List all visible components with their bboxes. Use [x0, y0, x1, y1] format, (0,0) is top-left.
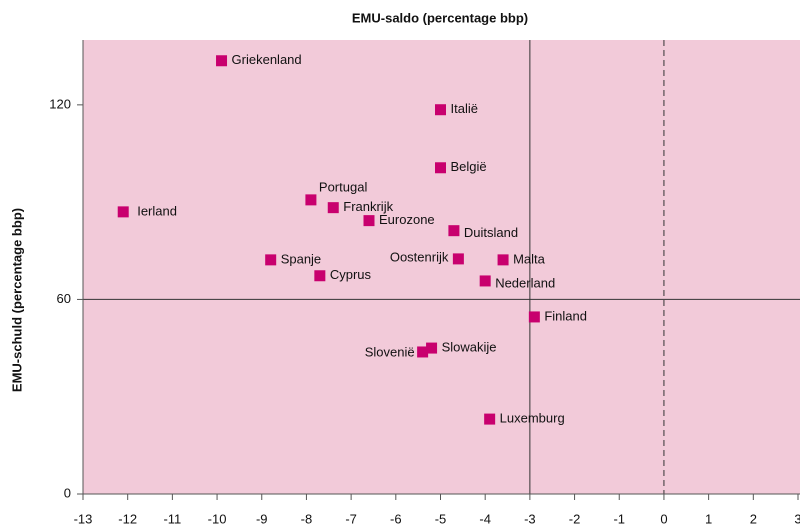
x-tick-label: -9 [256, 511, 268, 526]
point-label: Italië [451, 101, 478, 116]
point-label: Ierland [137, 203, 177, 218]
point-label: Malta [513, 251, 546, 266]
x-tick-label: -1 [613, 511, 625, 526]
point-label: Eurozone [379, 212, 435, 227]
x-tick-label: -6 [390, 511, 402, 526]
x-tick-label: -7 [345, 511, 357, 526]
x-tick-label: -3 [524, 511, 536, 526]
x-tick-label: -4 [479, 511, 491, 526]
x-tick-label: 0 [660, 511, 667, 526]
data-point [435, 104, 446, 116]
point-label: Oostenrijk [390, 249, 449, 264]
point-label: Frankrijk [343, 199, 393, 214]
data-point [435, 162, 446, 174]
data-point [363, 215, 375, 227]
data-point [327, 202, 339, 214]
x-tick-label: -10 [208, 511, 227, 526]
point-label: Slovenië [365, 344, 415, 359]
data-point [265, 254, 277, 266]
x-tick-label: 2 [750, 511, 757, 526]
data-point [484, 413, 496, 425]
point-label: Finland [544, 308, 587, 323]
data-point [448, 225, 460, 237]
data-point [314, 270, 326, 282]
data-point [117, 206, 129, 218]
x-tick-label: 1 [705, 511, 712, 526]
plot-background [83, 40, 800, 494]
point-label: Portugal [319, 179, 368, 194]
data-point [479, 275, 491, 287]
data-point [528, 311, 540, 323]
x-tick-label: -11 [163, 511, 181, 526]
x-tick-label: -5 [435, 511, 447, 526]
x-tick-label: -8 [301, 511, 313, 526]
y-tick-label: 60 [57, 291, 71, 306]
x-tick-label: 3 [794, 511, 800, 526]
y-tick-label: 120 [49, 96, 71, 111]
data-point [426, 342, 438, 354]
data-point [305, 194, 317, 206]
point-label: Cyprus [330, 267, 372, 282]
data-point [417, 346, 429, 358]
point-label: Spanje [281, 251, 321, 266]
x-tick-label: -2 [569, 511, 581, 526]
data-point [216, 55, 228, 67]
x-tick-label: -13 [74, 511, 93, 526]
point-label: Griekenland [232, 52, 302, 67]
point-label: Slowakije [442, 340, 497, 355]
point-label: Duitsland [464, 225, 518, 240]
point-label: België [451, 159, 487, 174]
point-label: Luxemburg [500, 411, 565, 426]
data-point [497, 254, 509, 266]
x-axis-title: EMU-saldo (percentage bbp) [352, 10, 528, 25]
x-tick-label: -12 [118, 511, 137, 526]
y-axis-title: EMU-schuld (percentage bbp) [9, 208, 24, 392]
data-point [452, 253, 464, 265]
y-tick-label: 0 [64, 485, 71, 500]
point-label: Nederland [495, 275, 555, 290]
